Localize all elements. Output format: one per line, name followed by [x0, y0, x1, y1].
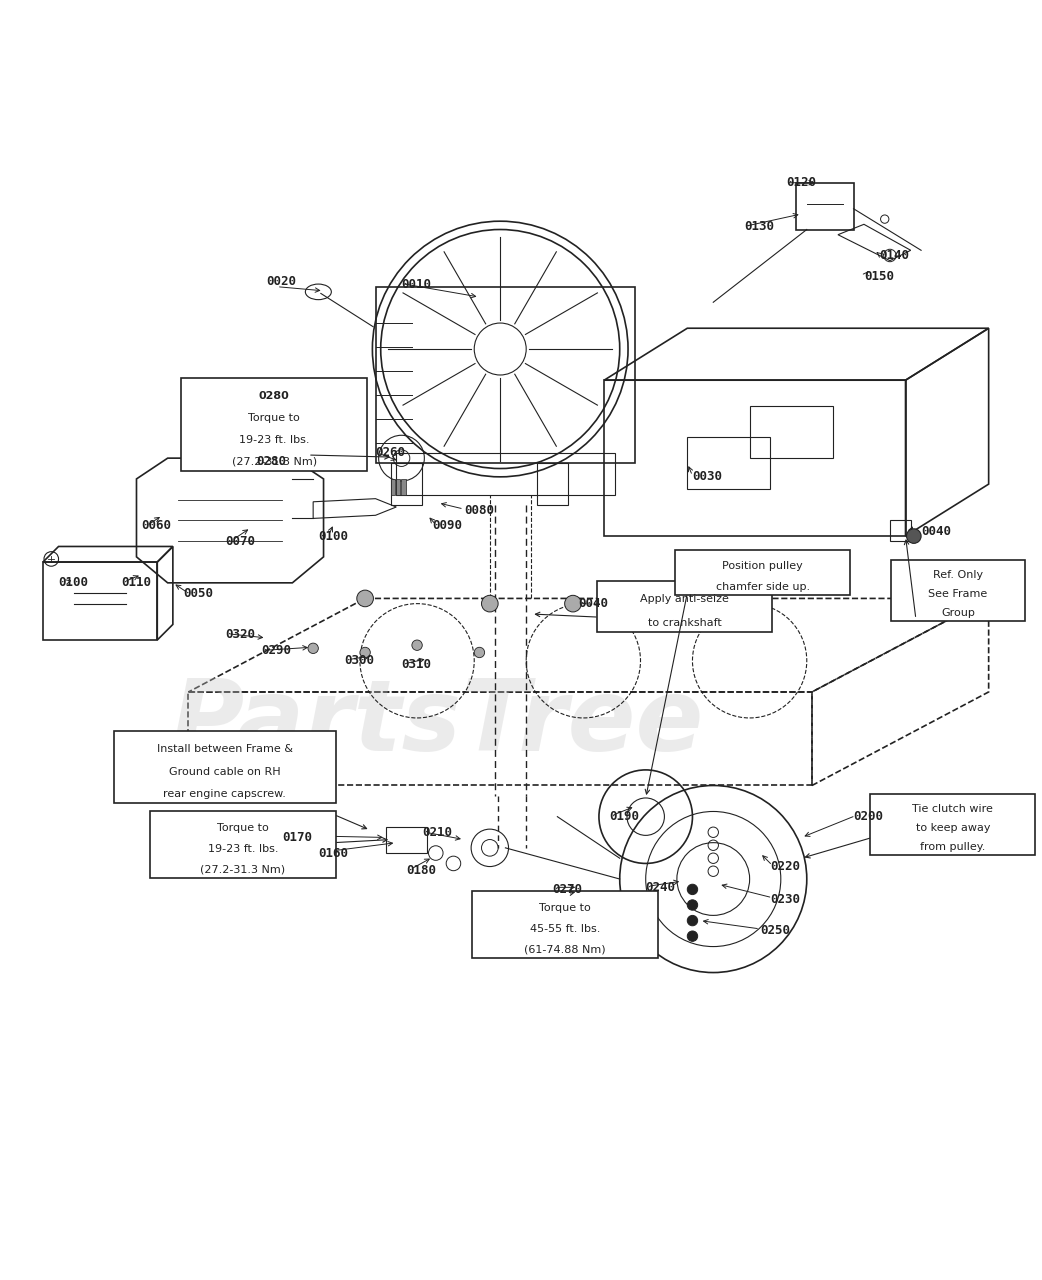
Text: 0240: 0240 [646, 881, 675, 893]
Text: Ground cable on RH: Ground cable on RH [169, 767, 280, 777]
Circle shape [688, 915, 698, 925]
Text: 0160: 0160 [319, 846, 348, 860]
Text: rear engine capscrew.: rear engine capscrew. [164, 790, 287, 799]
FancyBboxPatch shape [870, 794, 1036, 855]
FancyBboxPatch shape [675, 549, 850, 595]
Text: 0140: 0140 [879, 250, 910, 262]
FancyBboxPatch shape [472, 891, 659, 957]
Bar [391, 463, 422, 504]
Text: 0030: 0030 [693, 470, 722, 484]
Text: 0300: 0300 [344, 654, 374, 667]
Circle shape [412, 640, 422, 650]
FancyBboxPatch shape [181, 378, 367, 471]
Text: 0010: 0010 [401, 278, 431, 291]
Circle shape [907, 529, 921, 543]
Bar [537, 463, 568, 504]
Text: 0050: 0050 [183, 586, 214, 600]
Bar [386, 827, 427, 852]
Bar [391, 479, 395, 494]
Circle shape [638, 590, 654, 607]
Text: 0060: 0060 [142, 520, 172, 532]
Text: Tie clutch wire: Tie clutch wire [913, 804, 993, 814]
Text: (61-74.88 Nm): (61-74.88 Nm) [524, 945, 606, 955]
Text: 0210: 0210 [422, 826, 452, 838]
Text: 0100: 0100 [319, 530, 348, 543]
Text: (27.2-31.3 Nm): (27.2-31.3 Nm) [231, 457, 317, 467]
Text: 0180: 0180 [406, 864, 437, 877]
Text: 0070: 0070 [225, 535, 255, 548]
Text: 0280: 0280 [258, 390, 290, 401]
FancyBboxPatch shape [891, 559, 1025, 621]
Text: PartsTree: PartsTree [171, 675, 704, 772]
Text: from pulley.: from pulley. [920, 842, 986, 852]
Text: Position pulley: Position pulley [722, 561, 803, 571]
Text: to keep away: to keep away [916, 823, 990, 833]
FancyBboxPatch shape [150, 812, 336, 878]
Text: 19-23 ft. lbs.: 19-23 ft. lbs. [207, 844, 278, 854]
Circle shape [565, 595, 581, 612]
Text: 0280: 0280 [256, 454, 286, 467]
Circle shape [359, 648, 370, 658]
Text: 0270: 0270 [552, 883, 582, 896]
Text: (27.2-31.3 Nm): (27.2-31.3 Nm) [200, 865, 286, 874]
Text: 0320: 0320 [225, 628, 255, 641]
Text: Torque to: Torque to [217, 823, 269, 833]
Text: See Frame: See Frame [928, 590, 988, 599]
Text: Ref. Only: Ref. Only [933, 571, 983, 580]
Text: 0040: 0040 [578, 598, 609, 611]
Text: 0220: 0220 [770, 860, 800, 873]
Circle shape [474, 648, 485, 658]
Circle shape [688, 884, 698, 895]
Text: 0130: 0130 [744, 220, 774, 233]
Text: 0150: 0150 [864, 270, 894, 283]
Text: 0310: 0310 [401, 658, 431, 672]
Bar [688, 438, 770, 489]
Text: 0120: 0120 [786, 177, 816, 189]
FancyBboxPatch shape [597, 581, 772, 632]
Text: Install between Frame &: Install between Frame & [157, 744, 293, 754]
Text: to crankshaft: to crankshaft [648, 617, 721, 627]
Text: 45-55 ft. lbs.: 45-55 ft. lbs. [530, 924, 600, 934]
Text: Torque to: Torque to [248, 412, 300, 422]
Bar [749, 406, 833, 458]
Text: 0100: 0100 [58, 576, 89, 589]
Bar [396, 479, 400, 494]
Text: 0260: 0260 [375, 447, 405, 460]
Text: 0190: 0190 [610, 810, 640, 823]
Text: 0200: 0200 [853, 810, 884, 823]
Text: 19-23 ft. lbs.: 19-23 ft. lbs. [239, 435, 309, 445]
Text: Apply anti-seize: Apply anti-seize [640, 594, 729, 604]
Circle shape [308, 643, 319, 654]
Circle shape [481, 595, 498, 612]
Circle shape [356, 590, 373, 607]
Bar [796, 183, 853, 229]
Circle shape [688, 900, 698, 910]
Circle shape [688, 931, 698, 941]
Text: 0250: 0250 [760, 924, 790, 937]
Text: 0230: 0230 [770, 893, 800, 906]
Text: chamfer side up.: chamfer side up. [716, 582, 810, 591]
Text: 0290: 0290 [262, 644, 291, 657]
Text: 0080: 0080 [464, 503, 494, 517]
Text: 0110: 0110 [121, 576, 151, 589]
Text: 0170: 0170 [282, 831, 312, 844]
Text: Group: Group [941, 608, 975, 618]
FancyBboxPatch shape [114, 731, 336, 803]
Text: 0040: 0040 [921, 525, 951, 539]
Bar [401, 479, 405, 494]
Text: 0020: 0020 [267, 275, 296, 288]
Text: Torque to: Torque to [540, 904, 591, 913]
Text: 0090: 0090 [432, 520, 463, 532]
